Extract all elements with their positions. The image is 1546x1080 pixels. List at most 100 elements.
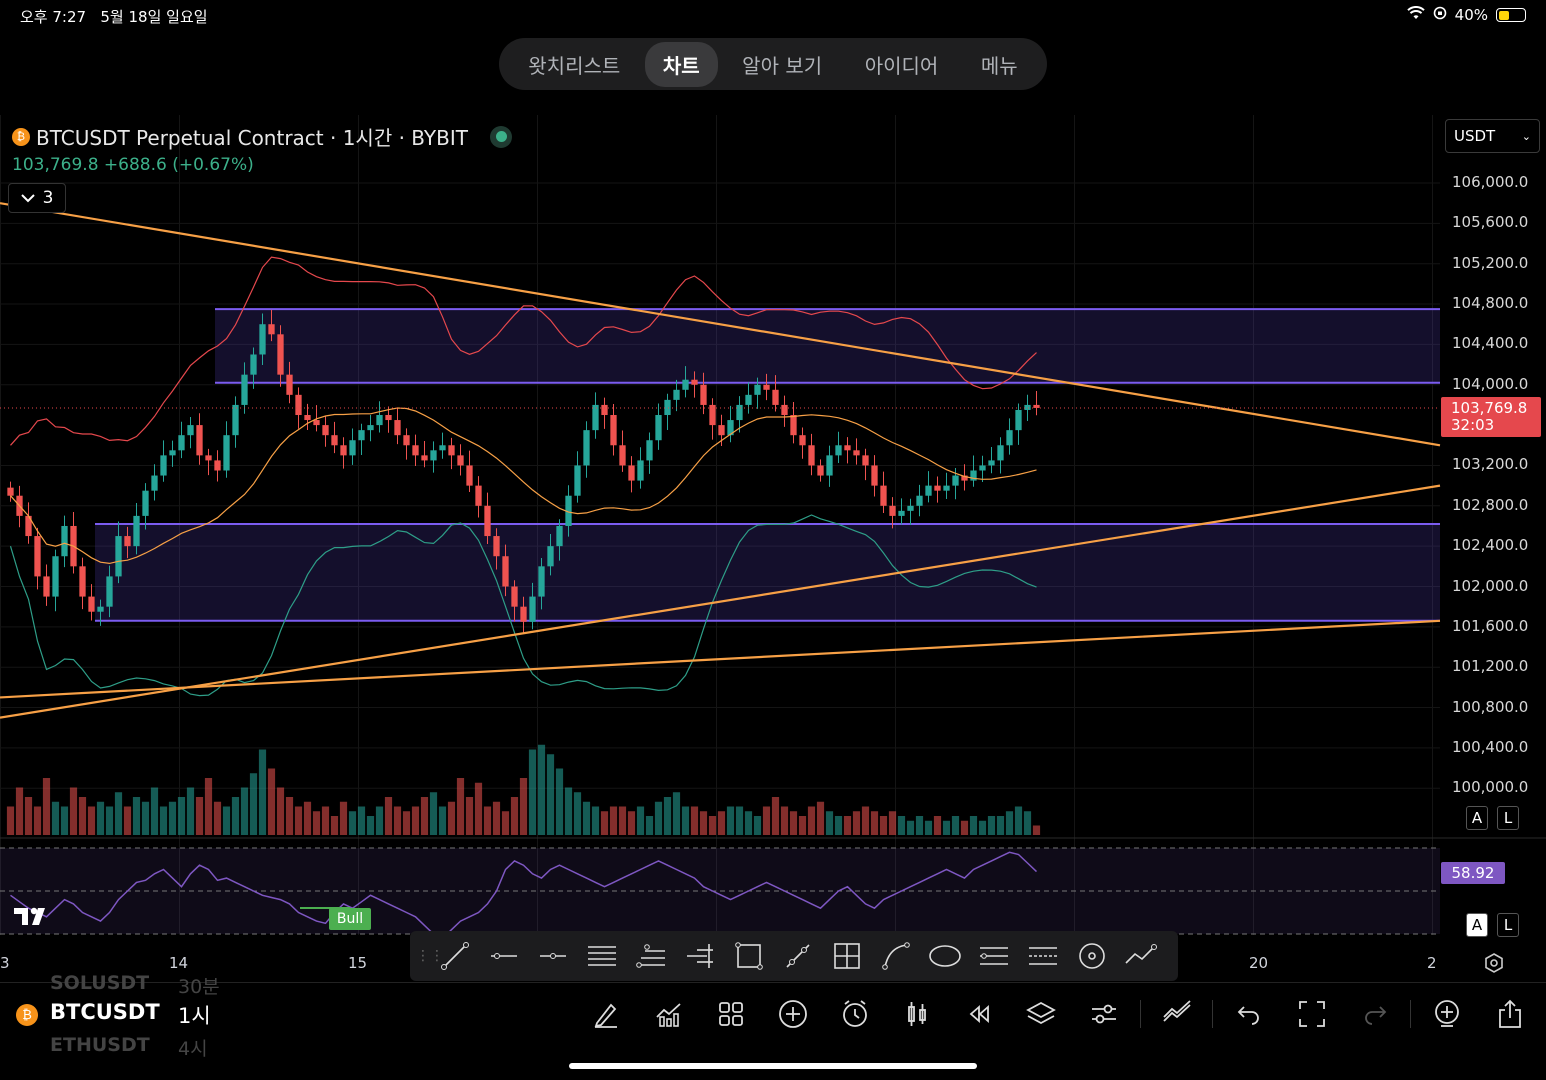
ellipse-tool-icon[interactable] bbox=[920, 936, 969, 976]
volume-bar bbox=[528, 749, 537, 835]
rsi-log-scale-button[interactable]: L bbox=[1497, 913, 1519, 937]
nav-tab[interactable]: 왓치리스트 bbox=[528, 53, 621, 78]
forecast-tool-icon[interactable] bbox=[1116, 936, 1165, 976]
layers-icon[interactable] bbox=[1021, 994, 1061, 1034]
circle-tool-icon[interactable] bbox=[1067, 936, 1116, 976]
settings-sliders-icon[interactable] bbox=[1084, 994, 1124, 1034]
candle-body bbox=[376, 415, 383, 426]
home-indicator[interactable] bbox=[569, 1063, 977, 1069]
curve-tool-icon[interactable] bbox=[871, 936, 920, 976]
candle-body bbox=[619, 445, 626, 466]
candle-body bbox=[844, 445, 851, 451]
last-price-change: 103,769.8 +688.6 (+0.67%) bbox=[12, 155, 254, 175]
alert-clock-icon[interactable] bbox=[835, 994, 875, 1034]
drag-handle-icon[interactable]: ⋮⋮ bbox=[416, 948, 444, 964]
fib-retracement-tool-icon[interactable] bbox=[626, 936, 675, 976]
volume-bar bbox=[357, 806, 366, 835]
volume-bar bbox=[465, 797, 474, 835]
horizontal-ray-tool-icon[interactable] bbox=[479, 936, 528, 976]
nav-tab[interactable]: 알아 보기 bbox=[742, 53, 823, 78]
volume-bar bbox=[717, 811, 726, 835]
long-position-tool-icon[interactable] bbox=[822, 936, 871, 976]
candle-body bbox=[898, 510, 905, 516]
candle-body bbox=[673, 389, 680, 400]
volume-bar bbox=[276, 787, 285, 835]
pitchfork-tool-icon[interactable] bbox=[675, 936, 724, 976]
trend-line-tool-icon[interactable] bbox=[430, 936, 479, 976]
symbol-below[interactable]: ETHUSDT bbox=[50, 1034, 150, 1056]
chevron-down-icon bbox=[20, 188, 35, 208]
undo-icon[interactable] bbox=[1229, 994, 1269, 1034]
currency-select[interactable]: USDT ⌄ bbox=[1445, 119, 1540, 153]
battery-icon bbox=[1496, 8, 1526, 22]
volume-bar bbox=[321, 806, 330, 835]
price-axis-label: 104,800.0 bbox=[1452, 294, 1529, 313]
auto-scale-button[interactable]: A bbox=[1466, 806, 1488, 830]
volume-bar bbox=[375, 806, 384, 835]
candle-body bbox=[502, 556, 509, 587]
volume-bar bbox=[780, 806, 789, 835]
nav-tab[interactable]: 아이디어 bbox=[864, 53, 939, 78]
redo-icon[interactable] bbox=[1355, 994, 1395, 1034]
rotation-lock-icon bbox=[1433, 6, 1447, 24]
volume-bar bbox=[150, 787, 159, 835]
bollinger-upper-line bbox=[10, 256, 1037, 446]
candle-body bbox=[187, 425, 194, 436]
rectangle-tool-icon[interactable] bbox=[724, 936, 773, 976]
volume-bar bbox=[249, 773, 258, 835]
price-axis-label: 103,200.0 bbox=[1452, 455, 1529, 474]
volume-bar bbox=[996, 816, 1005, 835]
time-label: 20 bbox=[1249, 954, 1269, 972]
layout-grid-icon[interactable] bbox=[711, 994, 751, 1034]
price-axis-label: 104,000.0 bbox=[1452, 374, 1529, 393]
candle-body bbox=[196, 425, 203, 456]
log-scale-button[interactable]: L bbox=[1497, 806, 1519, 830]
candle-body bbox=[988, 460, 995, 466]
candle-body bbox=[934, 485, 941, 491]
bar-countdown: 32:03 bbox=[1451, 416, 1495, 434]
price-range-tool-icon[interactable] bbox=[969, 936, 1018, 976]
candle-body bbox=[664, 399, 671, 416]
candlestick-type-icon[interactable] bbox=[897, 994, 937, 1034]
add-alert-icon[interactable] bbox=[1427, 994, 1467, 1034]
volume-bar bbox=[483, 806, 492, 835]
date-range-tool-icon[interactable] bbox=[1018, 936, 1067, 976]
horizontal-line-tool-icon[interactable] bbox=[528, 936, 577, 976]
candle-body bbox=[583, 430, 590, 466]
volume-bar bbox=[420, 797, 429, 835]
candle-body bbox=[61, 525, 68, 557]
candle-body bbox=[466, 465, 473, 486]
share-icon[interactable] bbox=[1490, 994, 1530, 1034]
candle-body bbox=[493, 536, 500, 557]
path-tool-icon[interactable] bbox=[773, 936, 822, 976]
volume-bar bbox=[492, 801, 501, 835]
volume-bar bbox=[726, 806, 735, 835]
drawing-pen-icon[interactable] bbox=[586, 994, 626, 1034]
symbol-title[interactable]: BTCUSDT Perpetual Contract · 1시간 · BYBIT bbox=[36, 126, 468, 150]
fullscreen-icon[interactable] bbox=[1292, 994, 1332, 1034]
nav-tab[interactable]: 메뉴 bbox=[980, 53, 1018, 78]
nav-tab[interactable]: 차트 bbox=[644, 41, 718, 87]
interval-picker[interactable]: 1시 bbox=[178, 1004, 211, 1028]
replay-icon[interactable] bbox=[959, 994, 999, 1034]
candle-body bbox=[448, 445, 455, 456]
volume-bar bbox=[402, 811, 411, 835]
candle-body bbox=[295, 394, 302, 416]
indicators-collapse-button[interactable]: 3 bbox=[8, 183, 66, 213]
rsi-auto-scale-button[interactable]: A bbox=[1466, 913, 1488, 937]
interval-above[interactable]: 30분 bbox=[178, 976, 220, 998]
price-chart[interactable] bbox=[0, 115, 1546, 955]
interval-below[interactable]: 4시 bbox=[178, 1038, 208, 1060]
candle-body bbox=[970, 470, 977, 481]
volume-bar bbox=[861, 806, 870, 835]
time-axis-settings-icon[interactable] bbox=[1484, 953, 1504, 977]
compare-lines-icon[interactable] bbox=[1157, 994, 1197, 1034]
volume-bar bbox=[303, 801, 312, 835]
volume-bar bbox=[240, 787, 249, 835]
add-icon[interactable] bbox=[773, 994, 813, 1034]
symbol-above[interactable]: SOLUSDT bbox=[50, 972, 150, 994]
symbol-picker[interactable]: BTCUSDT bbox=[50, 1000, 160, 1024]
indicators-chart-icon[interactable] bbox=[649, 994, 689, 1034]
rsi-value-tag: 58.92 bbox=[1441, 862, 1505, 884]
parallel-channel-tool-icon[interactable] bbox=[577, 936, 626, 976]
